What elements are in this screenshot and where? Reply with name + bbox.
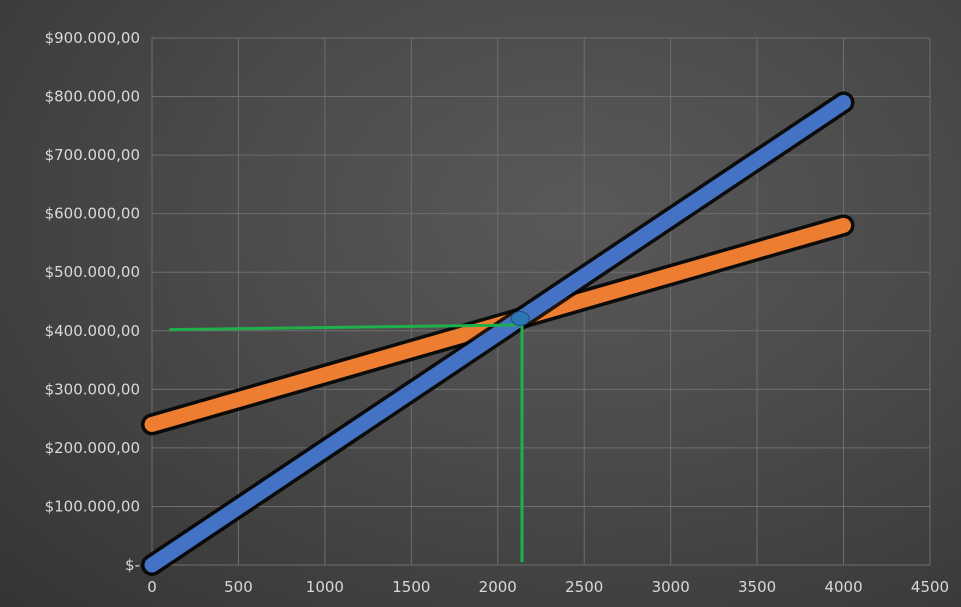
y-tick-label: $300.000,00 [45,380,140,398]
x-tick-label: 2000 [479,578,517,596]
y-tick-label: $- [125,556,140,574]
x-tick-label: 0 [147,578,157,596]
y-tick-label: $400.000,00 [45,322,140,340]
annotation-line-horizontal [169,323,521,332]
x-tick-label: 500 [224,578,253,596]
x-tick-label: 2500 [565,578,603,596]
y-tick-label: $600.000,00 [45,205,140,223]
y-tick-label: $700.000,00 [45,146,140,164]
x-tick-label: 3500 [738,578,776,596]
y-tick-label: $800.000,00 [45,88,140,106]
y-tick-label: $100.000,00 [45,497,140,515]
intersection-point [510,310,530,326]
gridlines [151,37,931,566]
y-axis-tick-labels: $- $100.000,00 $200.000,00 $300.000,00 $400.… [45,29,140,574]
y-tick-label: $500.000,00 [45,263,140,281]
annotation-lines [169,323,524,563]
series-line-blue [144,94,852,573]
y-tick-label: $200.000,00 [45,439,140,457]
x-axis-tick-labels: 0 500 1000 1500 2000 2500 3000 3500 4000 4500 [147,578,949,596]
x-tick-label: 1500 [392,578,430,596]
x-tick-label: 4500 [911,578,949,596]
y-tick-label: $900.000,00 [45,29,140,47]
x-tick-label: 1000 [306,578,344,596]
x-tick-label: 3000 [652,578,690,596]
intersection-markers [510,310,530,326]
x-tick-label: 4000 [824,578,862,596]
